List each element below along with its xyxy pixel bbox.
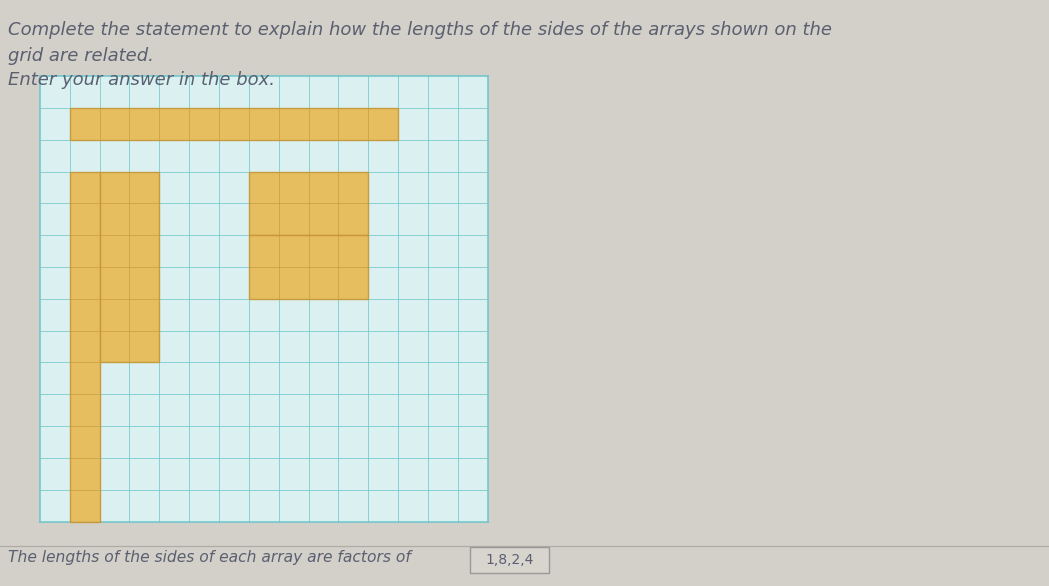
Bar [69,172,100,522]
Text: Complete the statement to explain how the lengths of the sides of the arrays sho: Complete the statement to explain how th… [8,21,833,39]
Text: The lengths of the sides of each array are factors of: The lengths of the sides of each array a… [8,550,411,565]
Text: Enter your answer in the box.: Enter your answer in the box. [8,71,276,90]
Text: 1,8,2,4: 1,8,2,4 [485,553,534,567]
Text: grid are related.: grid are related. [8,47,154,65]
Bar [249,172,368,235]
Bar [100,172,159,363]
Bar [249,235,368,299]
Bar [40,76,488,522]
Bar [470,547,549,573]
Bar [69,108,399,140]
